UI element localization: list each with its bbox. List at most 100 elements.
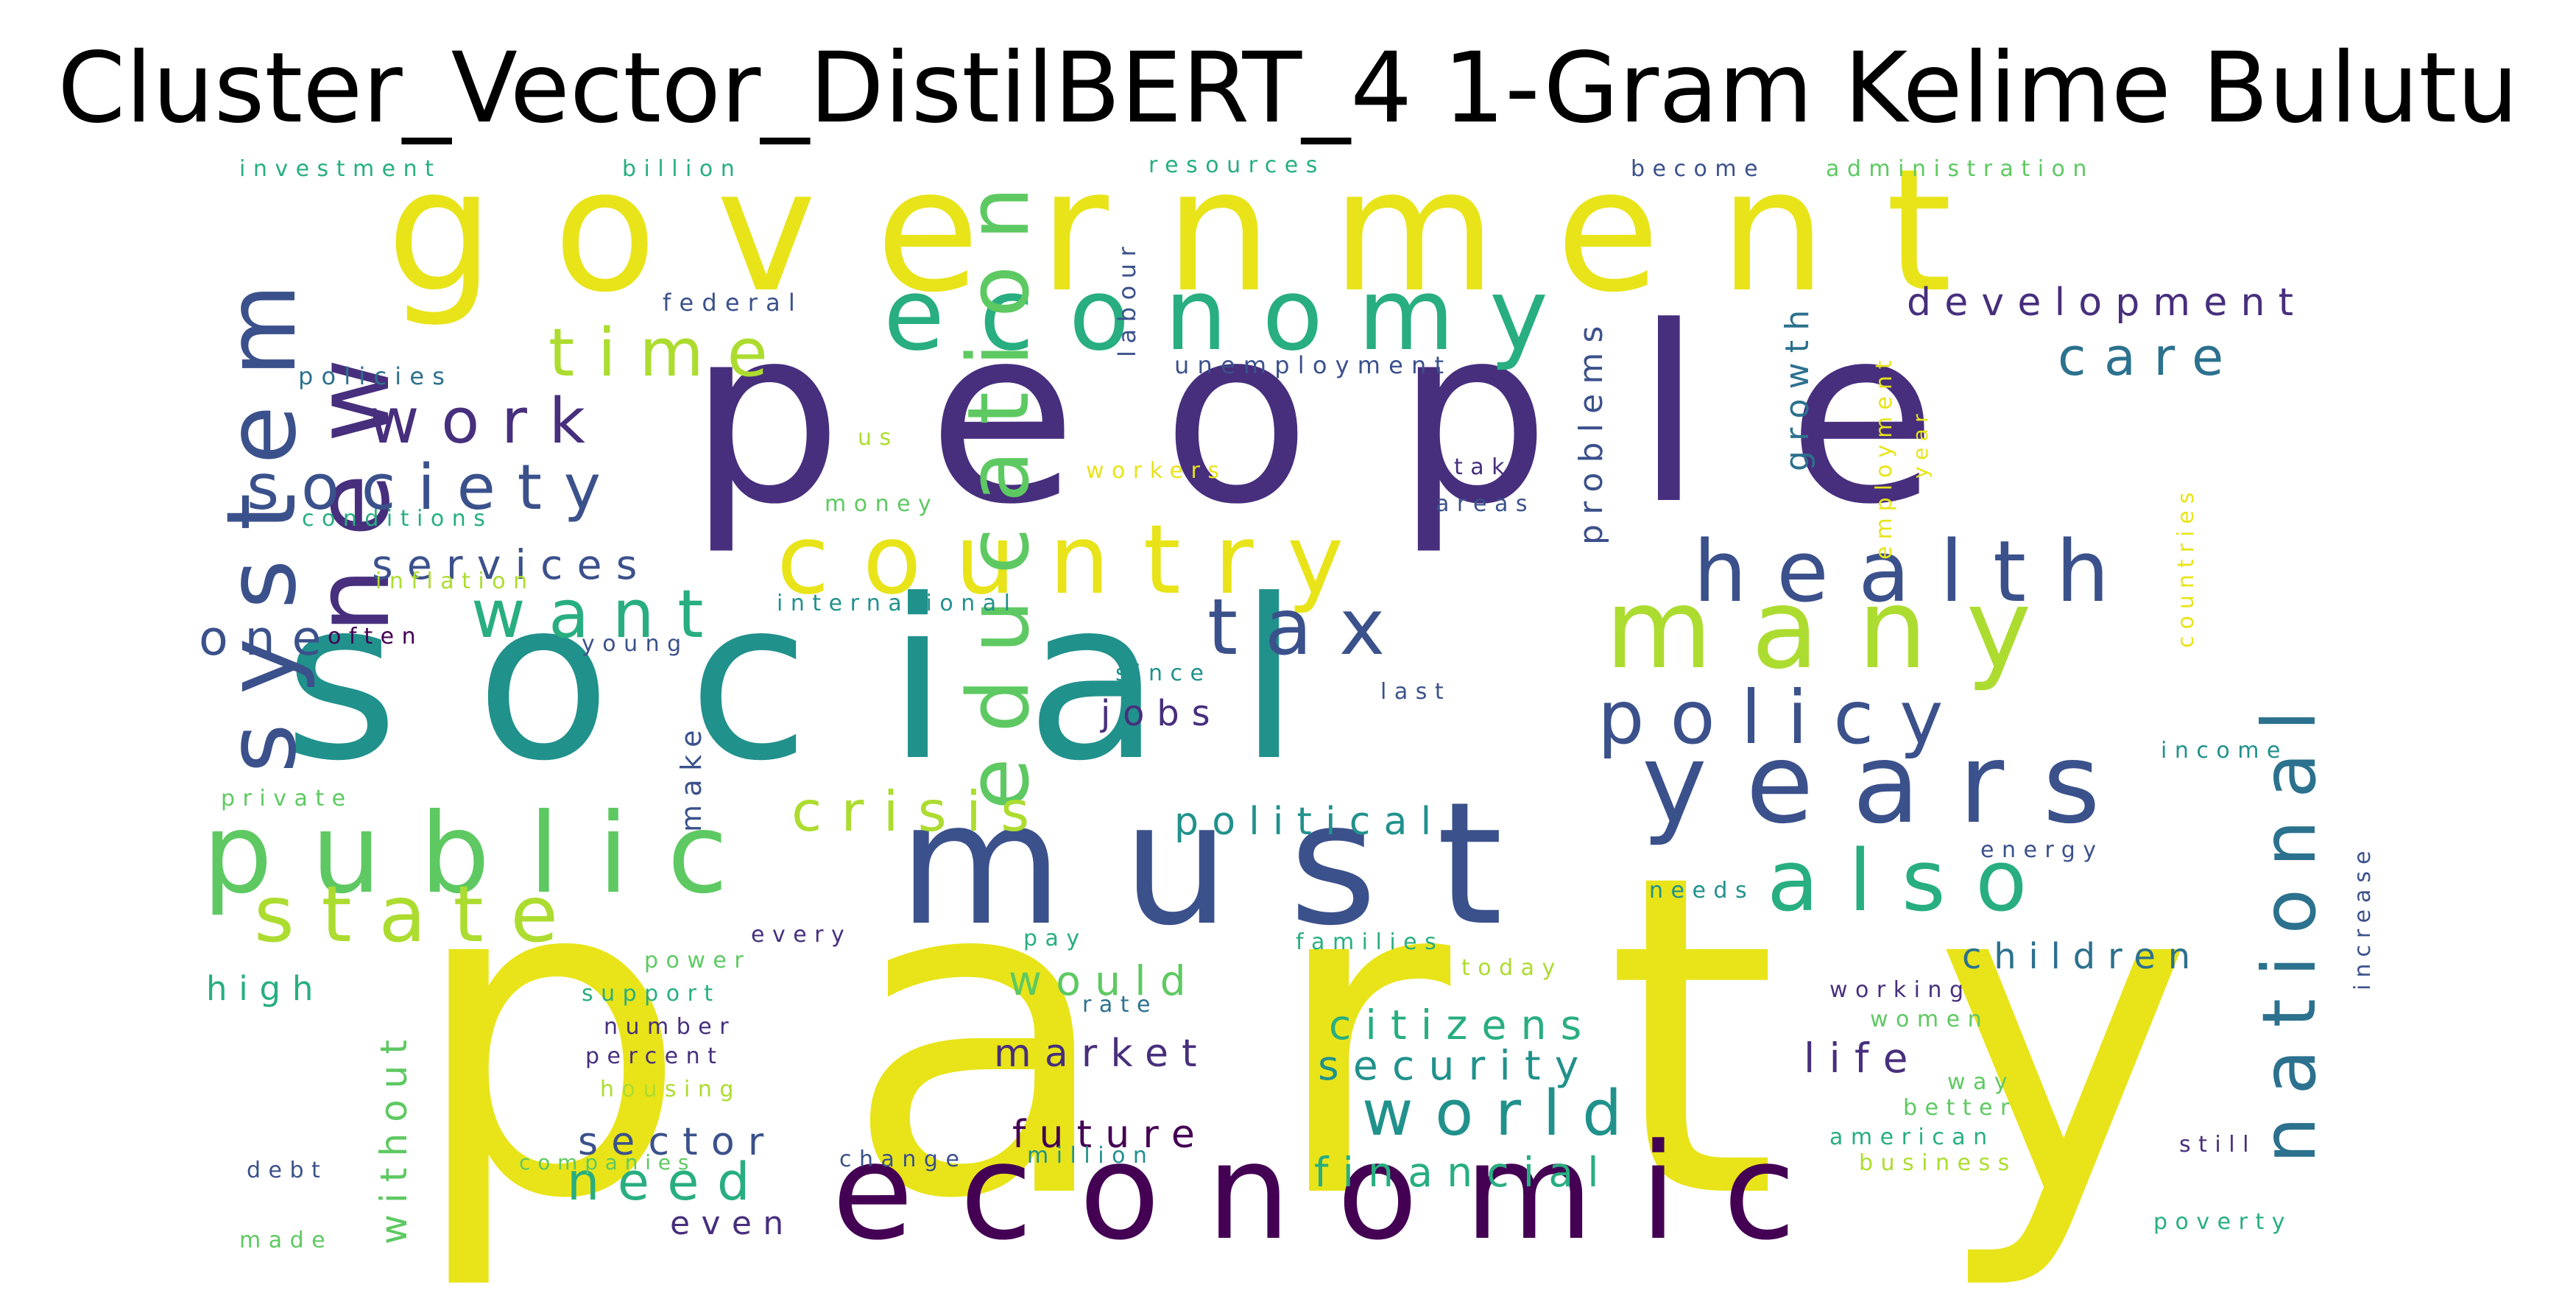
- word-take: take: [1454, 454, 1533, 480]
- word-american: american: [1829, 1124, 1995, 1150]
- word-international: international: [777, 591, 1018, 616]
- word-crisis: crisis: [791, 779, 1049, 844]
- word-work: work: [368, 385, 607, 458]
- word-working: working: [1829, 977, 1972, 1003]
- word-money: money: [825, 491, 939, 517]
- word-society: society: [247, 451, 623, 524]
- word-would: would: [1009, 957, 1200, 1004]
- word-young: young: [582, 631, 689, 657]
- word-way: way: [1947, 1069, 2016, 1095]
- word-political: political: [1174, 800, 1445, 844]
- word-resources: resources: [1148, 152, 1325, 178]
- word-policy: policy: [1598, 675, 1969, 761]
- word-public: public: [202, 790, 767, 918]
- word-families: families: [1296, 929, 1444, 955]
- word-citizens: citizens: [1329, 1001, 1596, 1049]
- word-country: country: [777, 504, 1377, 616]
- word-one: one: [199, 611, 339, 666]
- word-must: must: [898, 767, 1562, 963]
- word-rate: rate: [1082, 992, 1158, 1018]
- word-many: many: [1605, 566, 2070, 694]
- word-high: high: [206, 969, 325, 1008]
- word-care: care: [2058, 327, 2242, 387]
- word-needs: needs: [1649, 878, 1755, 904]
- word-state: state: [254, 870, 585, 959]
- word-also: also: [1767, 832, 2057, 931]
- figure-title: Cluster_Vector_DistilBERT_4 1-Gram Kelim…: [57, 32, 2519, 145]
- word-tax: tax: [1207, 582, 1412, 672]
- word-government: government: [387, 133, 2012, 330]
- word-companies: companies: [519, 1150, 696, 1174]
- word-future: future: [1012, 1113, 1209, 1157]
- word-party: party: [409, 781, 2349, 1295]
- word-year: year: [1908, 407, 1933, 479]
- word-social: social: [283, 552, 1377, 809]
- word-poverty: poverty: [2153, 1209, 2293, 1235]
- word-services: services: [372, 541, 652, 588]
- word-development: development: [1907, 281, 2307, 325]
- word-life: life: [1804, 1035, 1922, 1082]
- word-without: without: [373, 1029, 415, 1244]
- word-business: business: [1859, 1150, 2017, 1176]
- word-make: make: [675, 722, 707, 832]
- word-economy: economy: [883, 257, 1584, 373]
- word-unemployment: unemployment: [1174, 351, 1453, 379]
- word-made: made: [239, 1228, 334, 1253]
- word-power: power: [644, 948, 752, 973]
- word-security: security: [1318, 1042, 1593, 1089]
- word-economic: economic: [832, 1116, 1843, 1269]
- word-change: change: [839, 1147, 967, 1172]
- word-private: private: [221, 786, 353, 811]
- word-number: number: [604, 1014, 737, 1040]
- word-administration: administration: [1826, 156, 2095, 182]
- word-people: people: [688, 275, 2022, 557]
- word-billion: billion: [622, 156, 743, 182]
- word-policies: policies: [298, 362, 454, 390]
- word-better: better: [1903, 1095, 2017, 1121]
- word-last: last: [1380, 679, 1452, 705]
- word-areas: areas: [1436, 491, 1536, 517]
- word-conditions: conditions: [302, 506, 493, 532]
- word-countries: countries: [2173, 485, 2199, 648]
- word-million: million: [1027, 1143, 1155, 1169]
- word-years: years: [1642, 720, 2139, 848]
- word-since: since: [1115, 661, 1212, 686]
- word-investment: investment: [239, 156, 442, 182]
- word-us: us: [858, 425, 899, 451]
- word-become: become: [1631, 156, 1766, 182]
- word-inflation: inflation: [375, 568, 535, 594]
- word-even: even: [670, 1205, 795, 1242]
- word-often: often: [328, 624, 424, 649]
- word-health: health: [1693, 523, 2139, 621]
- word-need: need: [567, 1152, 768, 1212]
- word-children: children: [1962, 936, 2203, 977]
- word-labour: labour: [1113, 239, 1141, 357]
- word-today: today: [1461, 955, 1563, 981]
- word-sector: sector: [578, 1120, 777, 1164]
- word-every: every: [751, 922, 853, 948]
- word-time: time: [548, 314, 791, 392]
- word-women: women: [1870, 1007, 1990, 1032]
- word-debt: debt: [247, 1158, 328, 1183]
- word-problems: problems: [1573, 316, 1610, 545]
- word-income: income: [2161, 738, 2288, 764]
- word-jobs: jobs: [1101, 693, 1223, 734]
- word-pay: pay: [1023, 926, 1087, 951]
- word-still: still: [2179, 1132, 2256, 1158]
- word-support: support: [582, 981, 721, 1007]
- word-percent: percent: [585, 1043, 724, 1069]
- word-increase: increase: [2350, 844, 2376, 990]
- word-education: education: [950, 161, 1048, 810]
- word-housing: housing: [600, 1077, 741, 1102]
- word-market: market: [994, 1032, 1210, 1076]
- word-growth: growth: [1779, 300, 1816, 471]
- word-financial: financial: [1314, 1149, 1613, 1196]
- word-world: world: [1362, 1077, 1644, 1150]
- word-energy: energy: [1980, 837, 2104, 863]
- word-workers: workers: [1086, 458, 1227, 484]
- word-federal: federal: [663, 289, 804, 317]
- word-employment: employment: [1871, 353, 1897, 560]
- word-want: want: [471, 576, 727, 653]
